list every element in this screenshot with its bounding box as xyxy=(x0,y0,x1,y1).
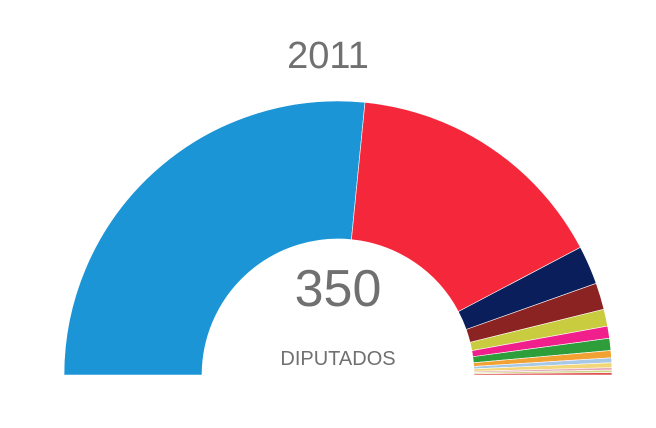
seat-slice-2 xyxy=(351,102,581,313)
total-seats-value: 350 xyxy=(294,260,382,318)
total-seats-label: DIPUTADOS xyxy=(280,348,396,370)
seat-slice-13 xyxy=(473,372,613,376)
seat-slice-1 xyxy=(63,100,366,376)
chart-title: 2011 xyxy=(287,35,369,77)
